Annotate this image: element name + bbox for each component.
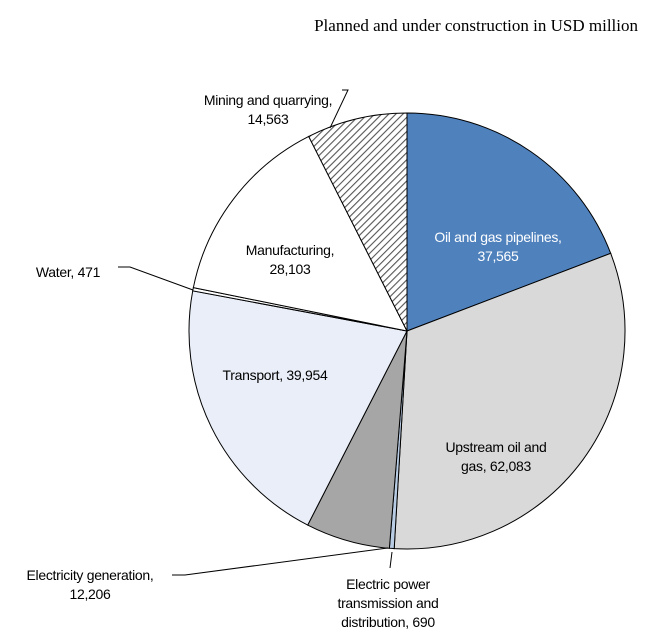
data-label: Upstream oil and gas, 62,083 xyxy=(434,438,559,476)
pie-slice xyxy=(393,252,626,550)
chart-title: Planned and under construction in USD mi… xyxy=(314,16,638,35)
category-label: Upstream oil and gas, xyxy=(445,439,547,474)
category-label: Transport, xyxy=(222,367,284,383)
data-label: Oil and gas pipelines, 37,565 xyxy=(413,228,583,266)
value-label: 39,954 xyxy=(286,367,328,383)
data-label: Manufacturing, 28,103 xyxy=(225,241,355,279)
value-label: 690 xyxy=(412,614,435,630)
category-label: Water, xyxy=(35,264,75,280)
leader-line xyxy=(329,89,349,129)
leader-line xyxy=(172,547,389,576)
leader-line xyxy=(389,551,393,569)
value-label: 37,565 xyxy=(477,248,519,264)
value-label: 471 xyxy=(77,264,101,280)
value-label: 14,563 xyxy=(247,111,289,127)
pie-slice xyxy=(406,112,612,332)
data-label: Electricity generation, 12,206 xyxy=(5,566,175,604)
data-label: Water, 471 xyxy=(13,263,123,282)
leader-line xyxy=(118,266,194,291)
category-label: Manufacturing, xyxy=(245,242,335,258)
value-label: 62,083 xyxy=(489,458,531,474)
pie-slice xyxy=(308,112,408,332)
pie-slice xyxy=(188,290,408,526)
data-label: Electric power transmission and distribu… xyxy=(326,575,451,632)
category-label: Electricity generation, xyxy=(26,567,154,583)
value-label: 12,206 xyxy=(69,586,111,602)
category-label: Electric power transmission and distribu… xyxy=(337,576,439,630)
data-label: Mining and quarrying, 14,563 xyxy=(183,91,353,129)
value-label: 28,103 xyxy=(269,261,311,277)
category-label: Oil and gas pipelines, xyxy=(434,229,562,245)
pie-slice xyxy=(192,135,408,332)
data-label: Transport, 39,954 xyxy=(165,366,385,385)
category-label: Mining and quarrying, xyxy=(203,92,333,108)
